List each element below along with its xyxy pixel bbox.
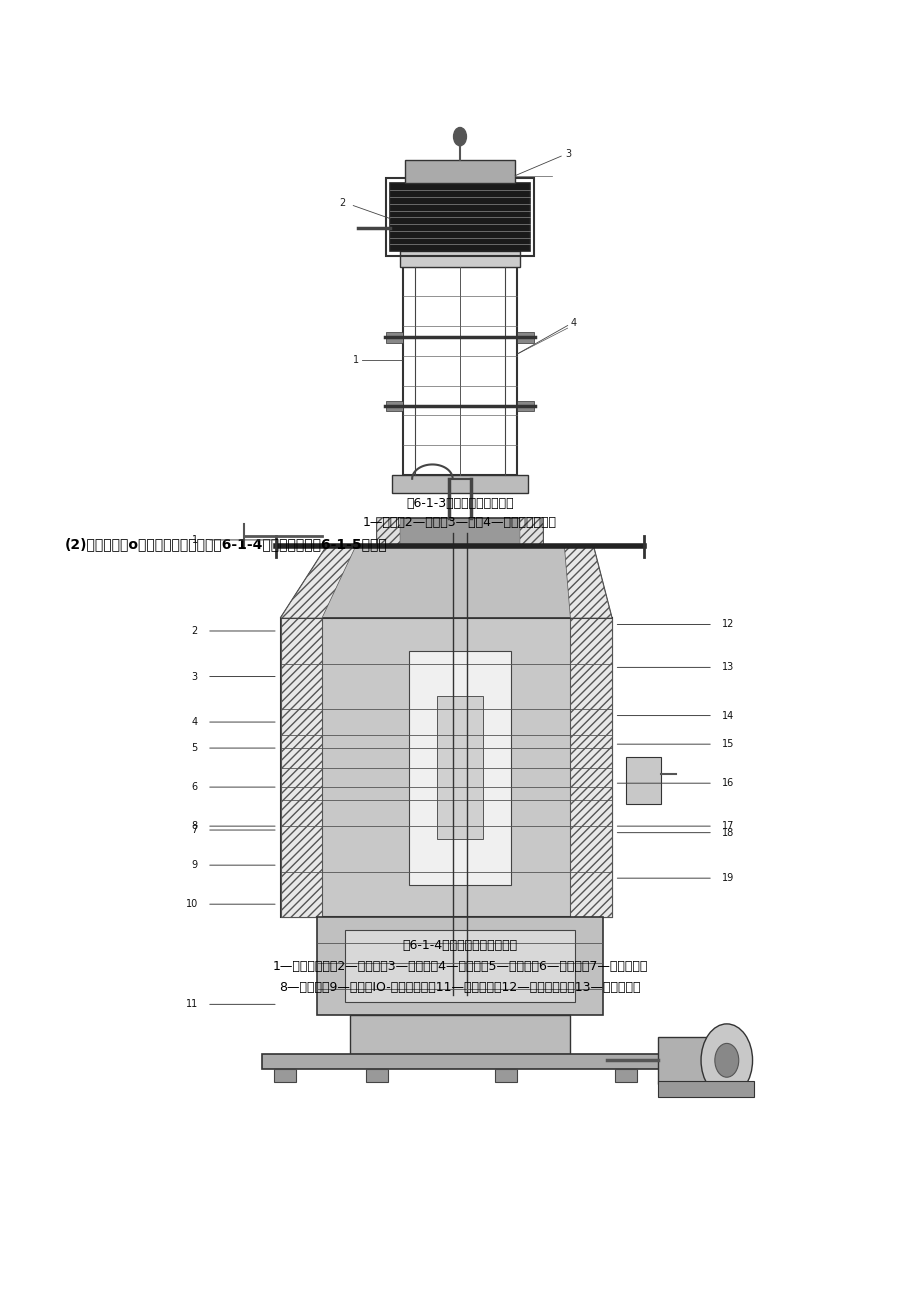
Bar — [345, 930, 574, 1002]
Bar — [625, 757, 660, 804]
Bar — [377, 518, 400, 546]
Text: 6: 6 — [191, 782, 198, 792]
Circle shape — [700, 1024, 752, 1097]
Polygon shape — [564, 546, 611, 618]
Bar — [349, 1015, 570, 1054]
Text: 12: 12 — [721, 619, 733, 630]
Bar — [516, 332, 533, 342]
Text: 10: 10 — [186, 899, 198, 909]
Bar — [437, 696, 482, 839]
Circle shape — [714, 1043, 738, 1077]
Bar — [280, 618, 611, 917]
Bar — [409, 650, 510, 885]
Polygon shape — [280, 546, 611, 618]
Bar — [403, 267, 516, 475]
Bar — [519, 518, 542, 546]
Text: (2)增压稠化仪o增压稠化仪的结构如图6-1-4所示，实物如图6-1-5所示。: (2)增压稠化仪o增压稠化仪的结构如图6-1-4所示，实物如图6-1-5所示。 — [64, 537, 387, 552]
Bar — [391, 475, 528, 493]
Text: 8: 8 — [191, 821, 198, 831]
Bar — [516, 401, 533, 411]
Polygon shape — [280, 546, 355, 618]
Text: 14: 14 — [721, 710, 733, 721]
Bar — [614, 1069, 636, 1082]
Bar — [400, 251, 519, 267]
Text: 15: 15 — [721, 739, 733, 749]
Text: 4: 4 — [191, 717, 198, 727]
Bar — [386, 401, 403, 411]
Bar — [366, 1069, 388, 1082]
Circle shape — [453, 127, 466, 146]
Text: 2: 2 — [191, 626, 198, 636]
Text: 1: 1 — [191, 535, 198, 545]
Text: 3: 3 — [565, 148, 572, 159]
Text: 2: 2 — [339, 198, 346, 208]
Text: 1—锥案；2—浆杯；3—盖；4—灌浆高度指示槽: 1—锥案；2—浆杯；3—盖；4—灌浆高度指示槽 — [363, 516, 556, 530]
Text: 17: 17 — [721, 821, 733, 831]
Text: 图6-1-4增压稠化仪结构示意图: 图6-1-4增压稠化仪结构示意图 — [402, 939, 517, 952]
Bar — [494, 1069, 516, 1082]
Text: 19: 19 — [721, 873, 733, 883]
Bar — [657, 1037, 712, 1084]
Bar — [262, 1054, 662, 1069]
Text: 图6-1-3常压稠化仪浆杯总成: 图6-1-3常压稠化仪浆杯总成 — [406, 497, 513, 510]
Text: 13: 13 — [721, 662, 733, 673]
Text: 4: 4 — [570, 317, 576, 328]
Text: 1: 1 — [352, 355, 358, 366]
Text: 18: 18 — [721, 827, 733, 838]
Bar — [657, 1081, 754, 1097]
Bar — [390, 183, 529, 251]
Text: 16: 16 — [721, 778, 733, 788]
Text: 11: 11 — [186, 999, 198, 1010]
Bar — [377, 518, 542, 546]
Bar — [274, 1069, 296, 1082]
Text: 5: 5 — [191, 743, 198, 753]
Bar — [317, 917, 602, 1015]
Text: 1—浆杯热电偶；2—密封环；3—扭距弹簧4—接触销；5—防护盖；6—启动当；7—浆杯隔板；: 1—浆杯热电偶；2—密封环；3—扭距弹簧4—接触销；5—防护盖；6—启动当；7—… — [272, 960, 647, 973]
Bar — [404, 160, 515, 183]
Text: 8—加热管；9—浆杯；IO-可拆卸盘根；11—止推轴承；12—电位计总成；13—空气接头；: 8—加热管；9—浆杯；IO-可拆卸盘根；11—止推轴承；12—电位计总成；13—… — [279, 981, 640, 994]
Bar — [386, 332, 403, 342]
Bar — [386, 178, 533, 256]
Bar — [570, 618, 611, 917]
Bar — [280, 618, 322, 917]
Text: 7: 7 — [191, 825, 198, 835]
Text: 9: 9 — [191, 860, 198, 870]
Text: 3: 3 — [191, 671, 198, 682]
